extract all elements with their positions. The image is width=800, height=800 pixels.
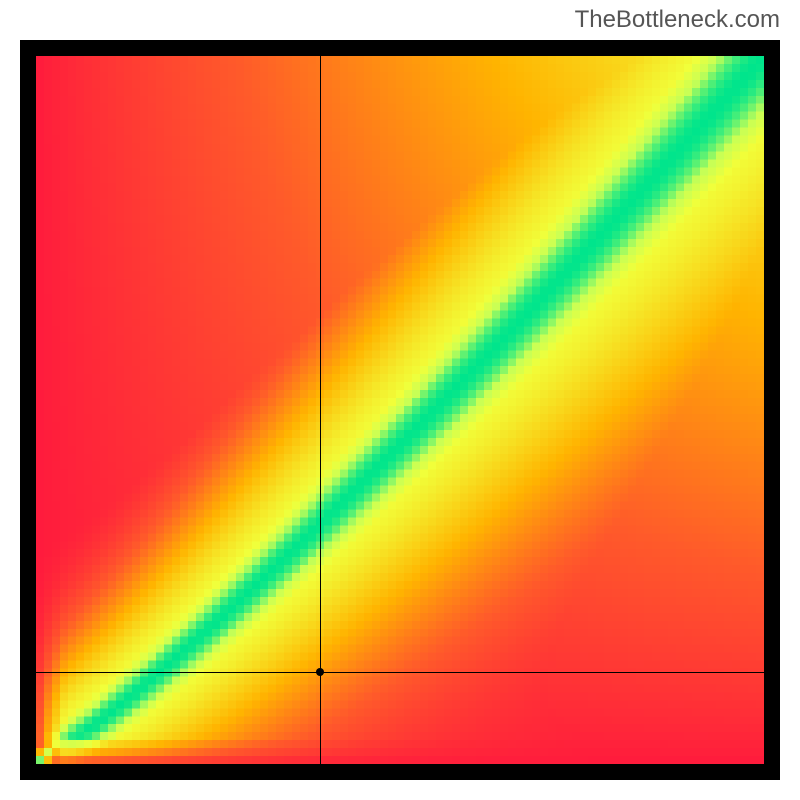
chart-frame (20, 40, 780, 780)
crosshair-vertical (320, 56, 321, 764)
crosshair-dot (316, 668, 324, 676)
crosshair-horizontal (36, 672, 764, 673)
watermark-text: TheBottleneck.com (575, 6, 780, 34)
heatmap-canvas (36, 56, 764, 764)
heatmap-plot (36, 56, 764, 764)
